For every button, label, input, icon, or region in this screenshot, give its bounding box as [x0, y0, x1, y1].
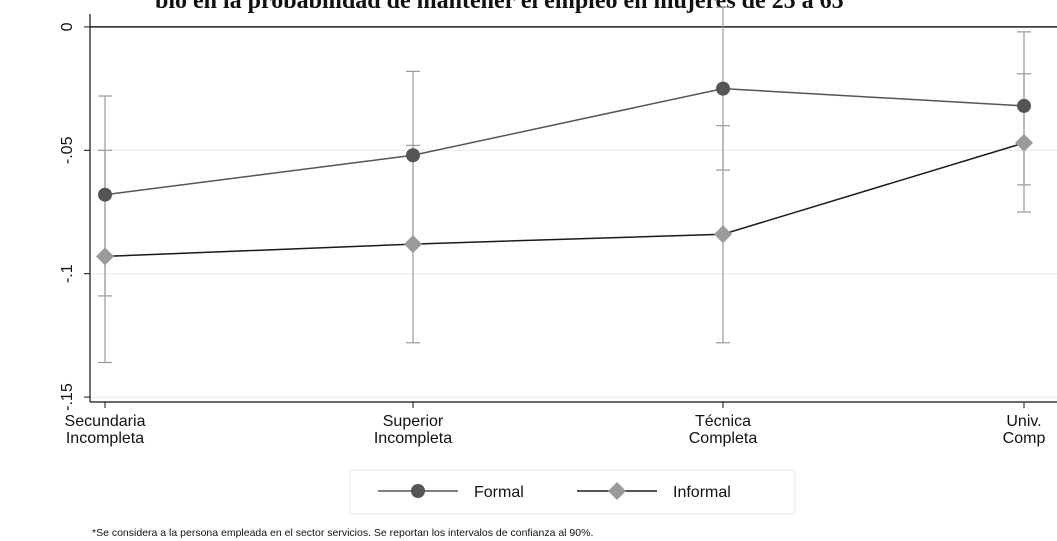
chart-title: bio en la probabilidad de mantener el em…	[155, 0, 844, 14]
legend-marker	[608, 482, 626, 500]
gridlines	[90, 26, 1057, 398]
series-line	[104, 142, 1025, 258]
data-point	[714, 225, 732, 244]
y-tick-label: -.1	[59, 264, 76, 283]
x-tick-label: Secundaria	[65, 413, 146, 430]
x-tick-label: Incompleta	[66, 430, 144, 447]
data-point	[404, 235, 422, 254]
footnote: *Se considera a la persona empleada en e…	[92, 527, 593, 539]
data-point	[1015, 133, 1033, 152]
x-tick-label: Comp	[1003, 430, 1046, 447]
x-tick-label: Univ.	[1006, 413, 1041, 430]
data-point	[98, 187, 112, 202]
y-tick-label: -.05	[59, 136, 76, 164]
data-point	[1017, 98, 1031, 113]
x-tick-label: Superior	[383, 413, 444, 430]
y-tick-label: 0	[59, 22, 76, 31]
series-lines	[104, 87, 1025, 258]
x-tick-labels: SecundariaIncompletaSuperiorIncompletaTé…	[65, 413, 1046, 447]
data-point	[96, 247, 114, 266]
x-tick-label: Completa	[689, 430, 758, 447]
plot-area	[90, 22, 1057, 402]
legend: Formal Informal	[349, 469, 796, 515]
legend-label: Informal	[673, 484, 731, 501]
series-line	[104, 87, 1025, 196]
y-tick-label: -.15	[59, 383, 76, 411]
data-point	[716, 81, 730, 96]
x-tick-label: Incompleta	[374, 430, 452, 447]
axes: 0 -.05 -.1 -.15	[59, 14, 1057, 411]
series-markers	[96, 81, 1033, 266]
legend-marker	[411, 484, 425, 498]
data-point	[406, 148, 420, 163]
legend-label: Formal	[474, 484, 524, 501]
x-tick-label: Técnica	[695, 413, 751, 430]
